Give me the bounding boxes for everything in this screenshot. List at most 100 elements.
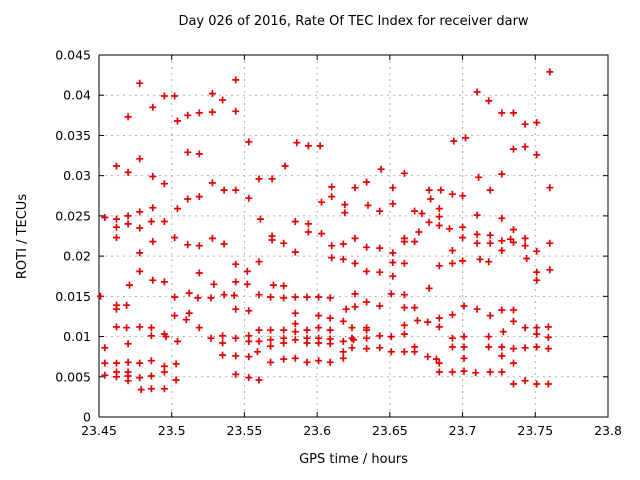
data-point-marker xyxy=(280,282,288,290)
data-point-marker xyxy=(459,223,467,231)
data-point-marker xyxy=(147,372,155,380)
data-point-marker xyxy=(418,210,426,217)
data-point-marker xyxy=(147,324,155,332)
data-point-marker xyxy=(472,369,480,377)
data-point-marker xyxy=(113,305,120,313)
data-point-marker xyxy=(162,333,170,341)
data-point-marker xyxy=(486,186,494,194)
data-point-marker xyxy=(207,294,215,302)
data-point-marker xyxy=(425,186,433,194)
data-point-marker xyxy=(498,170,506,178)
data-point-marker xyxy=(376,207,384,215)
data-point-marker xyxy=(400,321,408,329)
data-point-marker xyxy=(113,215,120,223)
data-point-marker xyxy=(326,340,334,348)
data-point-marker xyxy=(124,168,132,176)
x-tick-label: 23.6 xyxy=(303,423,331,438)
data-point-marker xyxy=(411,304,419,312)
data-point-marker xyxy=(339,317,347,325)
data-point-marker xyxy=(411,238,419,246)
data-point-marker xyxy=(171,92,179,100)
data-point-marker xyxy=(149,204,157,212)
data-point-marker xyxy=(377,165,385,173)
data-point-marker xyxy=(498,343,506,351)
data-point-marker xyxy=(184,111,192,119)
data-point-marker xyxy=(268,236,276,244)
data-point-marker xyxy=(389,259,397,266)
data-point-marker xyxy=(124,358,132,366)
data-point-marker xyxy=(185,289,193,297)
data-point-marker xyxy=(448,311,456,319)
data-point-marker xyxy=(124,220,132,228)
data-point-marker xyxy=(460,354,468,362)
data-point-marker xyxy=(124,340,132,348)
y-tick-label: 0.015 xyxy=(55,289,91,304)
data-point-marker xyxy=(182,316,190,324)
data-point-marker xyxy=(363,345,371,353)
data-point-marker xyxy=(174,337,181,345)
y-tick-label: 0.02 xyxy=(63,249,91,264)
data-point-marker xyxy=(425,284,433,292)
data-point-marker xyxy=(304,220,312,228)
data-point-marker xyxy=(280,294,288,302)
data-point-marker xyxy=(348,344,356,352)
data-point-marker xyxy=(185,309,193,317)
data-point-marker xyxy=(544,323,552,331)
y-tick-label: 0.045 xyxy=(55,48,91,63)
data-point-marker xyxy=(341,201,349,209)
data-point-marker xyxy=(291,248,299,256)
data-point-marker xyxy=(427,195,435,203)
data-point-marker xyxy=(498,352,506,360)
data-point-marker xyxy=(533,343,541,351)
y-tick-label: 0.025 xyxy=(55,208,91,223)
data-point-marker xyxy=(326,358,334,366)
data-point-marker xyxy=(113,162,120,170)
data-point-marker xyxy=(485,333,493,341)
x-tick-label: 23.75 xyxy=(517,423,553,438)
data-point-marker xyxy=(448,368,456,376)
data-point-marker xyxy=(149,238,157,246)
data-point-marker xyxy=(400,291,408,299)
data-point-marker xyxy=(232,370,240,378)
data-point-marker xyxy=(498,109,506,117)
data-point-marker xyxy=(363,326,371,334)
chart-title: Day 026 of 2016, Rate Of TEC Index for r… xyxy=(178,14,529,29)
data-point-marker xyxy=(400,348,408,356)
data-point-marker xyxy=(172,376,180,384)
data-point-marker xyxy=(341,209,349,217)
data-point-marker xyxy=(184,195,192,203)
data-point-marker xyxy=(498,237,506,245)
data-point-marker xyxy=(291,309,299,317)
data-point-marker xyxy=(389,249,397,257)
data-point-marker xyxy=(450,137,458,145)
data-point-marker xyxy=(523,255,531,262)
data-point-marker xyxy=(435,368,443,376)
data-point-marker xyxy=(267,342,275,350)
data-point-marker xyxy=(210,280,218,288)
data-point-marker xyxy=(136,374,144,382)
x-tick-label: 23.8 xyxy=(594,423,622,438)
data-point-marker xyxy=(400,259,408,267)
data-point-marker xyxy=(448,259,456,267)
data-point-marker xyxy=(245,138,253,146)
data-point-marker xyxy=(533,268,541,276)
data-point-marker xyxy=(400,169,408,177)
x-axis-title: GPS time / hours xyxy=(299,452,408,467)
data-point-marker xyxy=(533,247,541,255)
data-point-marker xyxy=(339,354,347,362)
data-point-marker xyxy=(510,345,517,353)
data-point-marker xyxy=(363,267,371,275)
data-point-marker xyxy=(533,276,541,284)
data-point-marker xyxy=(304,142,312,150)
data-point-marker xyxy=(485,258,493,266)
data-point-marker xyxy=(435,205,443,213)
data-point-marker xyxy=(291,293,299,301)
data-point-marker xyxy=(243,280,251,288)
data-point-marker xyxy=(291,336,299,344)
data-point-marker xyxy=(499,328,507,336)
data-point-marker xyxy=(136,208,144,216)
data-point-marker xyxy=(342,305,350,313)
data-point-marker xyxy=(510,317,517,325)
